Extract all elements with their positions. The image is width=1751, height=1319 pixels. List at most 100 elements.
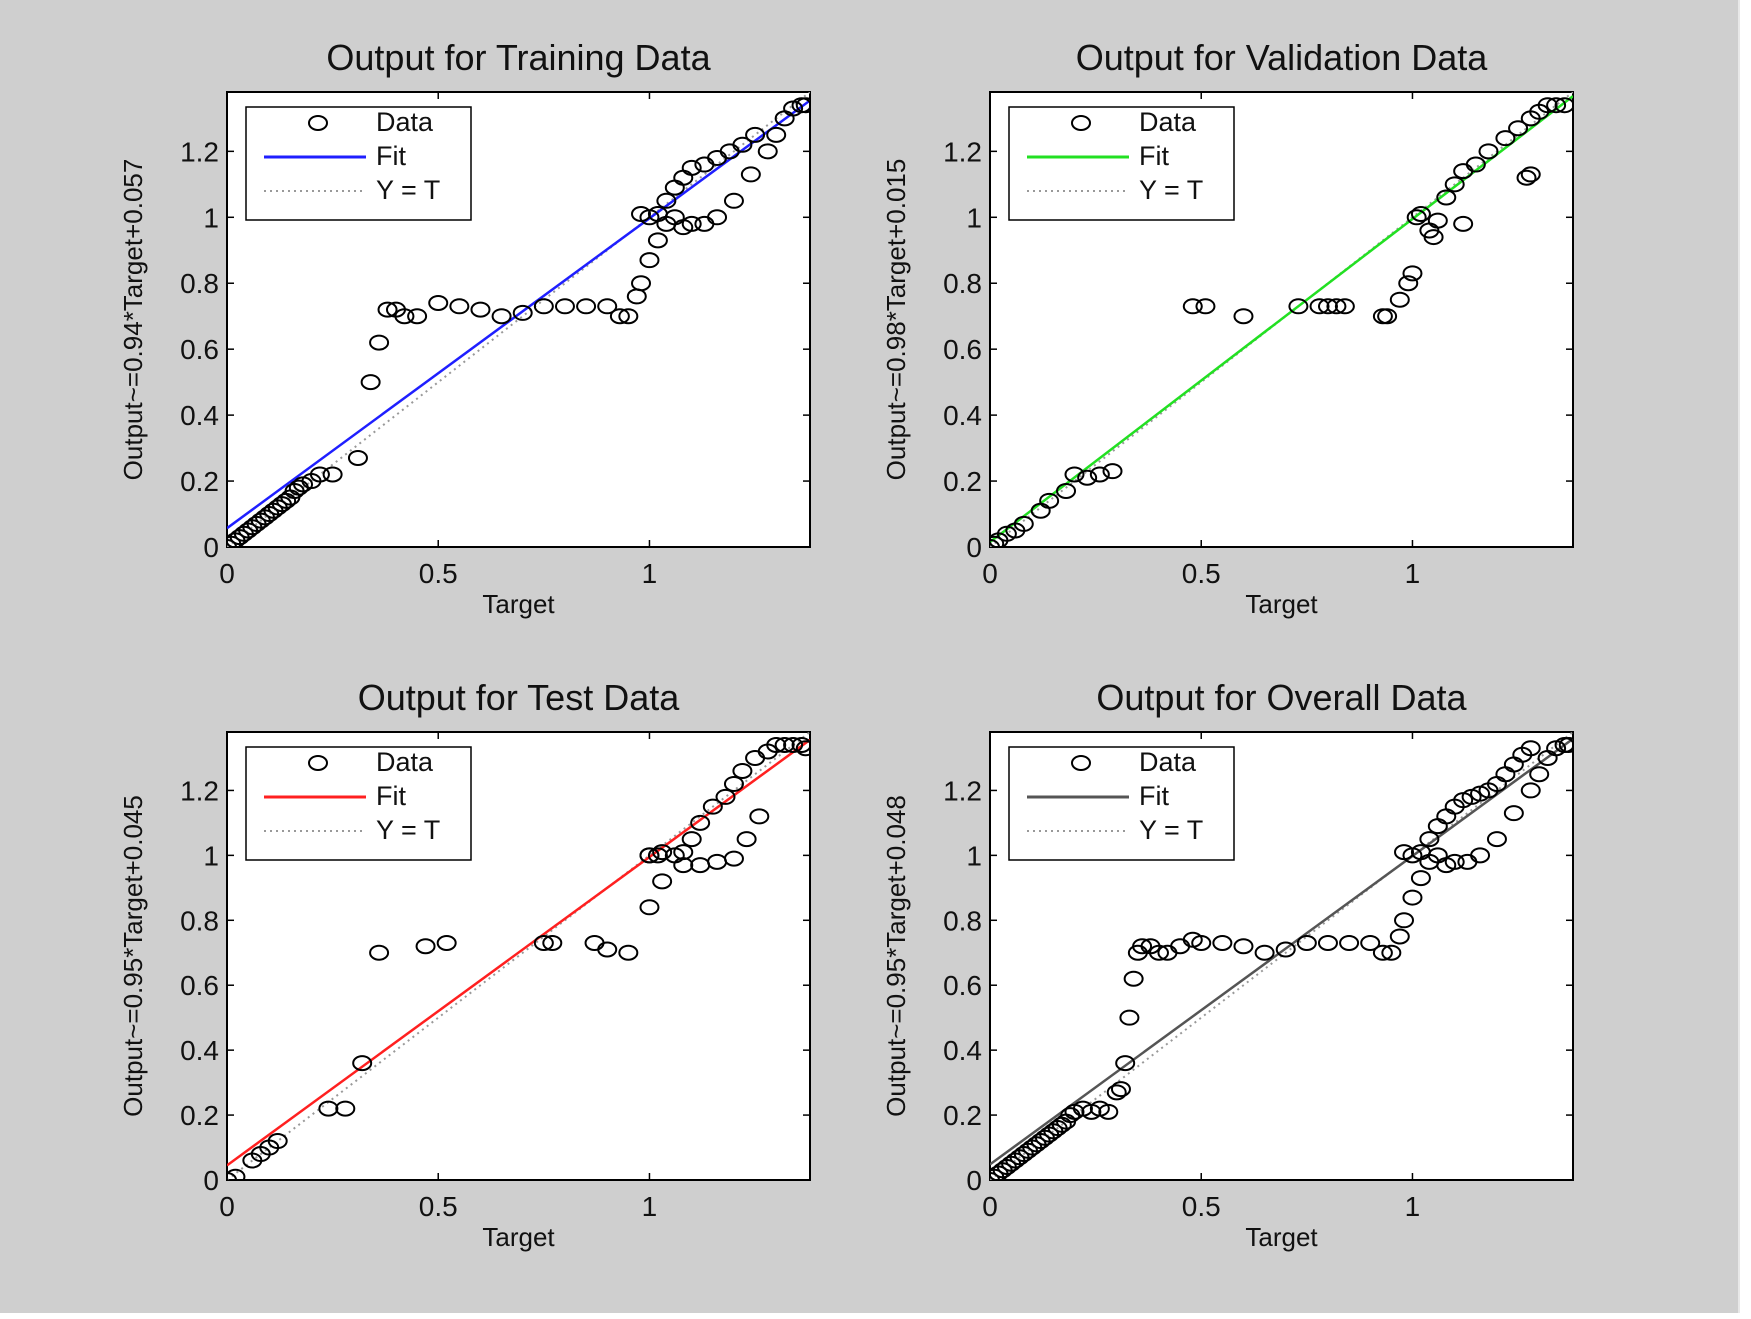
data-point [1360, 935, 1381, 952]
data-point [990, 535, 1005, 547]
data-point [795, 740, 810, 757]
data-point [1064, 466, 1085, 483]
data-point [1516, 169, 1537, 186]
chart-title: Output for Validation Data [1076, 37, 1489, 78]
data-point [1508, 120, 1529, 137]
data-point [470, 301, 491, 318]
data-point [1554, 97, 1573, 114]
y-tick-label: 0 [203, 1165, 219, 1196]
data-point [512, 304, 533, 321]
data-point [1520, 166, 1541, 183]
data-point [639, 899, 660, 916]
data-point [597, 298, 618, 315]
fit-line [227, 99, 810, 530]
x-axis-label: Target [1245, 589, 1318, 619]
identity-line [227, 732, 810, 1180]
y-axis-label: Output~=0.98*Target+0.015 [881, 159, 911, 481]
data-point [267, 1133, 288, 1150]
y-tick-label: 1.2 [943, 775, 982, 806]
legend: Data Fit Y = T [1008, 746, 1235, 861]
data-point [1039, 492, 1060, 509]
y-tick-label: 1.2 [180, 775, 219, 806]
chart-title: Output for Overall Data [1096, 677, 1467, 718]
data-point [1419, 831, 1440, 848]
data-point [1444, 176, 1465, 193]
legend-box [245, 106, 472, 221]
legend-label: Fit [1139, 141, 1169, 171]
y-tick-label: 0.8 [943, 905, 982, 936]
data-point [1444, 853, 1465, 870]
y-tick-label: 0.2 [943, 466, 982, 497]
data-point [1520, 740, 1541, 757]
x-tick-label: 0.5 [419, 558, 458, 589]
data-point [639, 847, 660, 864]
data-point [1377, 308, 1398, 325]
data-point [318, 1100, 339, 1117]
data-point [681, 159, 702, 176]
data-point [1486, 831, 1507, 848]
data-point [673, 857, 694, 874]
x-tick-label: 0.5 [1182, 558, 1221, 589]
y-tick-label: 1 [966, 202, 982, 233]
x-tick-label: 0 [982, 558, 998, 589]
y-axis-label: Output~=0.95*Target+0.048 [881, 795, 911, 1117]
data-point [791, 736, 810, 753]
data-point [723, 850, 744, 867]
data-point [360, 374, 381, 391]
data-point [647, 847, 668, 864]
data-point [690, 814, 711, 831]
data-point [1288, 298, 1309, 315]
legend-label: Data [376, 747, 434, 777]
data-point [1558, 736, 1573, 753]
data-point [1102, 463, 1123, 480]
data-point [795, 97, 810, 114]
legend-data-marker [308, 755, 328, 771]
legend: Data Fit Y = T [1008, 106, 1235, 221]
data-point [652, 873, 673, 890]
data-point [757, 143, 778, 160]
data-point [652, 844, 673, 861]
y-tick-label: 1.2 [943, 136, 982, 167]
x-tick-label: 0 [219, 558, 235, 589]
data-point [1503, 805, 1524, 822]
data-point [647, 232, 668, 249]
data-point [533, 298, 554, 315]
chart-panel-2: Output for Validation Data 0 0.5 1 0 0.2 0.4 0.… [881, 37, 1574, 619]
x-tick-label: 0.5 [419, 1191, 458, 1222]
data-point [1402, 889, 1423, 906]
x-tick-label: 1 [642, 558, 658, 589]
legend-label: Fit [376, 781, 406, 811]
data-point [1326, 298, 1347, 315]
data-point [1317, 935, 1338, 952]
plot-content [227, 732, 810, 1180]
data-point [745, 126, 766, 143]
y-tick-label: 1 [203, 840, 219, 871]
data-point [1182, 298, 1203, 315]
chart-title: Output for Test Data [358, 677, 680, 718]
data-point [1309, 298, 1330, 315]
data-point [1402, 265, 1423, 282]
y-tick-label: 1 [203, 202, 219, 233]
data-point [732, 136, 753, 153]
y-tick-label: 0.8 [180, 905, 219, 936]
data-point [352, 1055, 373, 1072]
data-point [369, 334, 390, 351]
legend-data-marker [308, 115, 328, 131]
plot-content [990, 92, 1573, 547]
data-point [639, 252, 660, 269]
data-point [740, 166, 761, 183]
plot-content [990, 732, 1573, 1180]
data-point [436, 935, 457, 952]
y-axis-label: Output~=0.94*Target+0.057 [118, 159, 148, 481]
legend-label: Y = T [1139, 815, 1203, 845]
data-point [1410, 205, 1431, 222]
data-point [702, 798, 723, 815]
data-point [322, 466, 343, 483]
y-tick-label: 0 [966, 532, 982, 563]
data-point [1212, 935, 1233, 952]
data-point [1546, 97, 1567, 114]
y-tick-label: 0 [966, 1165, 982, 1196]
data-point [309, 466, 330, 483]
data-point [1275, 941, 1296, 958]
data-point [766, 736, 787, 753]
